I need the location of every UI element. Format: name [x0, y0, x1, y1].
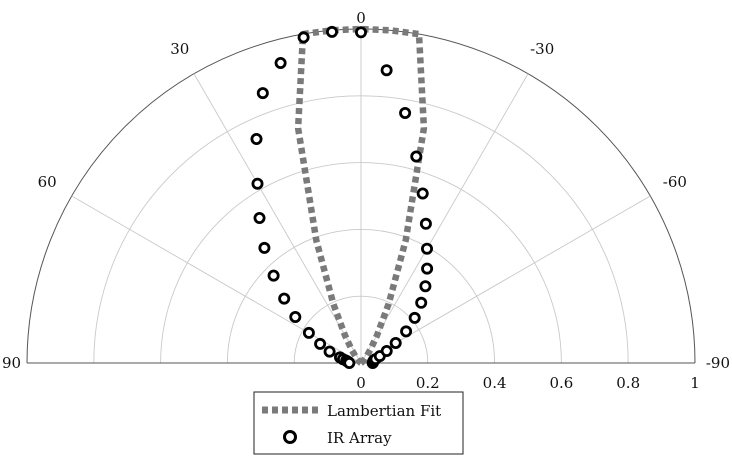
series-line-lambertian-fit	[294, 25, 428, 367]
legend-label-lambertian-fit: Lambertian Fit	[327, 402, 441, 420]
ir-array-point	[325, 25, 338, 38]
radial-tick-label-3: 0.6	[549, 374, 573, 392]
radial-tick-label-1: 0.2	[416, 374, 440, 392]
radial-tick-label-4: 0.8	[616, 374, 640, 392]
ir-array-point	[274, 57, 287, 70]
ir-array-point	[420, 242, 433, 255]
ir-array-point	[250, 132, 263, 145]
polar-grid	[26, 28, 696, 364]
ir-array-point	[354, 26, 367, 39]
angle-tick-label-0: 0	[356, 9, 366, 27]
ir-array-point	[408, 311, 421, 324]
ir-array-point	[410, 150, 423, 163]
ir-array-point	[297, 31, 310, 44]
angle-tick-label-1: 30	[170, 40, 189, 58]
ir-array-point	[400, 325, 413, 338]
grid-spoke-1	[193, 73, 362, 364]
ir-array-point	[421, 262, 434, 275]
legend-label-ir-array: IR Array	[327, 429, 392, 447]
ir-array-point	[251, 177, 264, 190]
ir-array-point	[419, 280, 432, 293]
ir-array-point	[302, 326, 315, 339]
ir-array-point	[258, 241, 271, 254]
series-layer	[250, 25, 434, 369]
ir-array-point	[389, 336, 402, 349]
radial-tick-label-0: 0	[356, 374, 366, 392]
ir-array-point	[267, 269, 280, 282]
ir-array-point	[278, 292, 291, 305]
ir-array-point	[380, 64, 393, 77]
ir-array-point	[415, 296, 428, 309]
angle-tick-label-3: 60	[38, 173, 57, 191]
radial-tick-label-5: 1	[690, 374, 700, 392]
ir-array-point	[323, 345, 336, 358]
ir-array-point	[416, 187, 429, 200]
angle-tick-label-6: -90	[706, 354, 730, 372]
ir-array-point	[253, 211, 266, 224]
ir-array-point	[256, 87, 269, 100]
legend-swatch-ir-array	[283, 430, 297, 444]
legend: Lambertian Fit IR Array	[253, 391, 464, 455]
angle-tick-label-5: 90	[2, 354, 21, 372]
radial-tick-label-2: 0.4	[483, 374, 507, 392]
grid-spoke-4	[360, 195, 651, 364]
ir-array-point	[289, 310, 302, 323]
ir-array-point	[314, 337, 327, 350]
ir-array-point	[380, 344, 393, 357]
grid-spoke-2	[360, 73, 529, 364]
ir-array-point	[399, 107, 412, 120]
grid-spoke-3	[71, 195, 362, 364]
ir-array-point	[419, 217, 432, 230]
ir-array-point	[343, 356, 356, 369]
tick-labels: 0 30 -30 60 -60 90 -90 0 0.2 0.4 0.6 0.8 1	[2, 9, 730, 392]
angle-tick-label-4: -60	[663, 173, 687, 191]
angle-tick-label-2: -30	[530, 40, 554, 58]
